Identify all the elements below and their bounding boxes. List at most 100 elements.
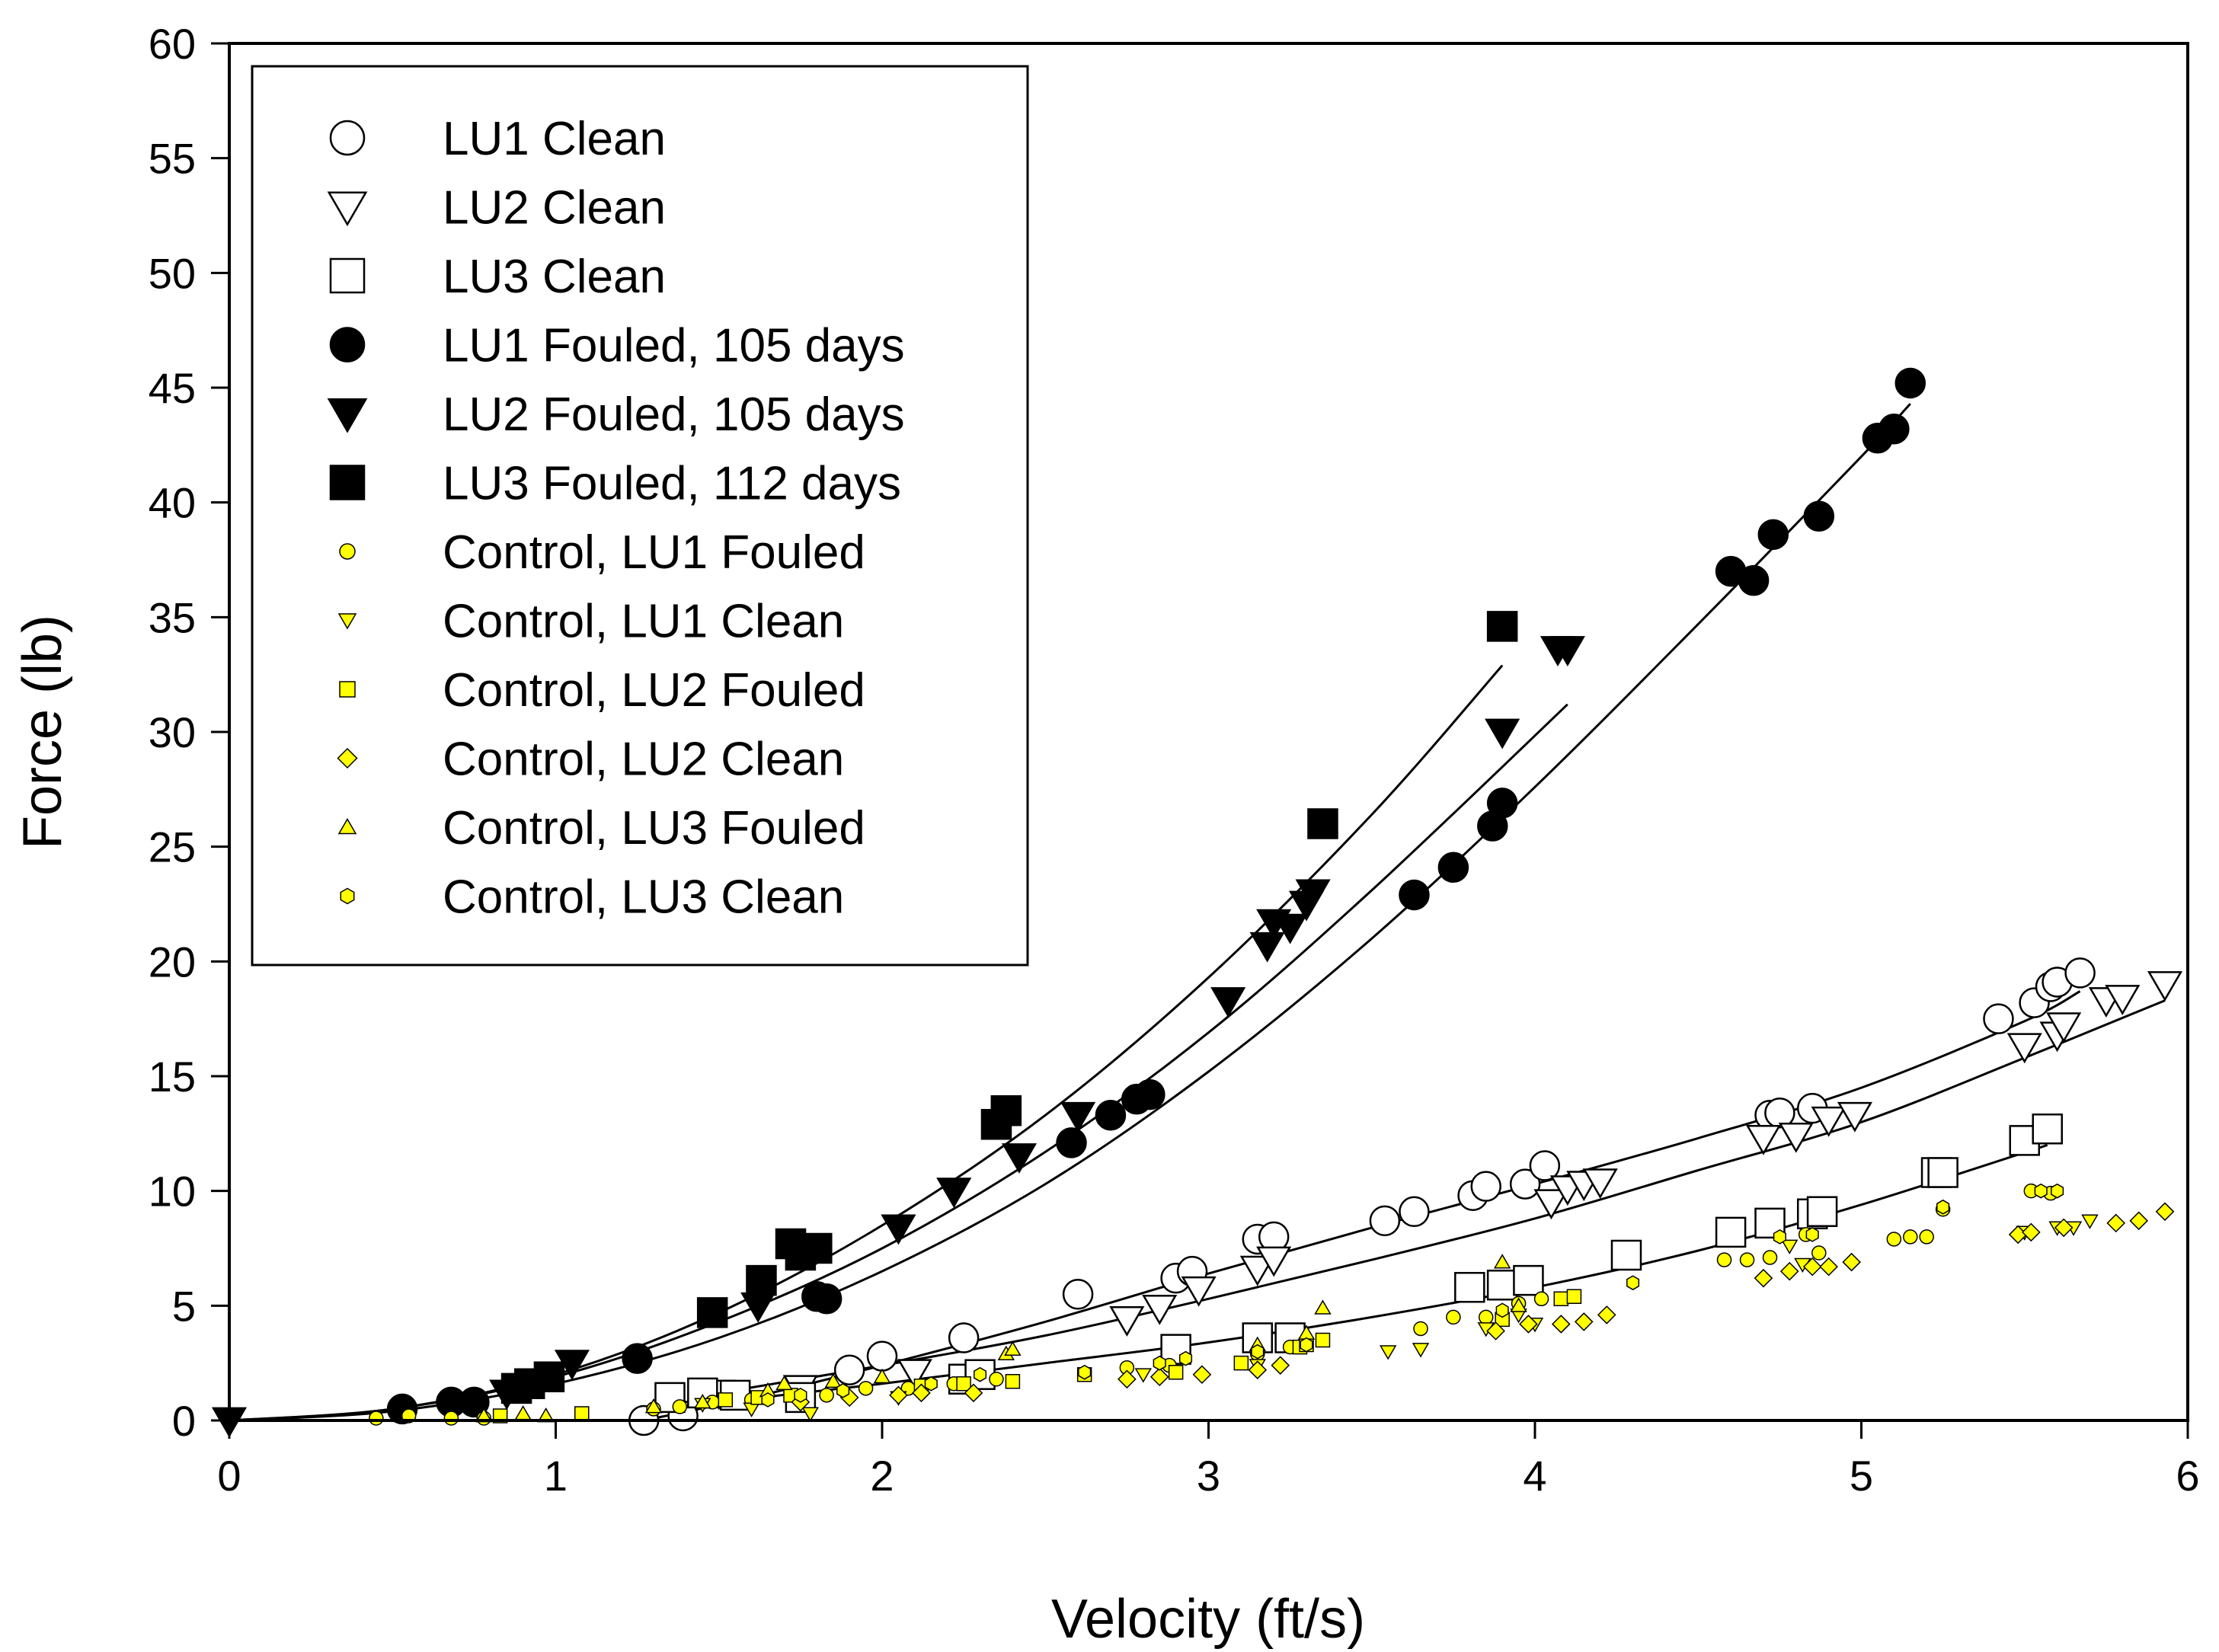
data-point — [1478, 1309, 1494, 1325]
data-point — [1495, 1302, 1509, 1318]
data-point — [1936, 1199, 1950, 1215]
data-point — [1553, 1291, 1569, 1307]
data-point — [1251, 1344, 1265, 1360]
data-points — [211, 367, 2183, 1438]
data-point — [989, 1372, 1004, 1387]
data-point — [866, 1340, 898, 1372]
data-point — [1307, 808, 1338, 839]
data-point — [1894, 367, 1926, 399]
data-point — [858, 1381, 874, 1396]
series-lu3-fouled-112-days — [500, 611, 1518, 1404]
data-point — [1811, 1245, 1827, 1261]
legend-marker — [329, 257, 366, 294]
data-point — [836, 1382, 850, 1398]
data-point — [948, 1322, 980, 1353]
legend-box — [251, 65, 1029, 967]
y-tick-label: 60 — [149, 20, 196, 68]
data-point — [1233, 1355, 1249, 1371]
data-point — [873, 1368, 891, 1384]
data-point — [1239, 1255, 1275, 1286]
data-point — [1300, 1337, 1313, 1353]
data-point — [1399, 1196, 1430, 1228]
data-point — [1060, 1101, 1096, 1133]
data-point — [1757, 519, 1789, 551]
legend-label: LU3 Clean — [443, 251, 666, 303]
y-tick-label: 40 — [149, 479, 196, 527]
data-point — [1983, 1003, 2014, 1034]
data-point — [2006, 1033, 2042, 1064]
data-point — [1117, 1369, 1137, 1389]
data-point — [2032, 1114, 2063, 1145]
data-point — [2129, 1211, 2149, 1231]
data-point — [1168, 1364, 1184, 1380]
data-point — [964, 1383, 983, 1403]
x-tick-label: 3 — [1197, 1452, 1220, 1500]
data-point — [1248, 1360, 1268, 1380]
legend-label: LU1 Fouled, 105 days — [443, 320, 905, 372]
data-point — [369, 1411, 384, 1426]
x-tick-label: 4 — [1523, 1452, 1546, 1500]
legend-label: Control, LU2 Fouled — [443, 664, 865, 717]
data-point — [1842, 1252, 1861, 1272]
data-point — [1762, 1250, 1778, 1265]
data-point — [801, 1407, 819, 1422]
data-point — [1626, 1275, 1640, 1291]
data-point — [622, 1343, 653, 1374]
data-point — [2147, 971, 2183, 1002]
data-point — [1413, 1321, 1428, 1337]
legend-label: LU1 Clean — [443, 113, 666, 165]
data-point — [819, 1388, 834, 1403]
data-point — [936, 1177, 972, 1209]
legend-marker — [329, 465, 366, 500]
data-point — [1005, 1374, 1021, 1389]
legend-marker — [329, 120, 366, 156]
data-point — [2081, 1214, 2099, 1229]
data-point — [459, 1386, 490, 1418]
data-point — [1181, 1276, 1217, 1307]
data-point — [1095, 1099, 1127, 1131]
data-point — [1510, 1297, 1527, 1312]
data-point — [974, 1366, 987, 1382]
x-tick-label: 1 — [544, 1452, 568, 1500]
data-point — [1109, 1306, 1145, 1337]
data-point — [1004, 1340, 1022, 1356]
x-tick-label: 2 — [870, 1452, 894, 1500]
data-point — [1519, 1315, 1538, 1334]
data-point — [1178, 1350, 1193, 1366]
data-point — [1886, 1232, 1902, 1247]
data-point — [1142, 1294, 1178, 1325]
data-point — [1566, 1289, 1582, 1305]
data-point — [1549, 636, 1585, 666]
y-tick-label: 30 — [149, 708, 196, 756]
data-point — [1001, 1143, 1038, 1174]
y-tick-label: 50 — [149, 249, 196, 297]
legend-label: Control, LU1 Clean — [443, 596, 844, 648]
data-point — [1803, 500, 1835, 532]
data-point — [443, 1411, 459, 1426]
data-point — [1903, 1229, 1918, 1245]
legend-marker — [339, 543, 356, 560]
data-point — [1811, 1106, 1847, 1137]
data-point — [1927, 1157, 1958, 1188]
legend-marker — [340, 887, 355, 905]
data-point — [1754, 1268, 1773, 1288]
series-control-lu3-clean — [761, 1183, 2064, 1408]
data-point — [833, 1354, 865, 1385]
y-tick-label: 55 — [149, 135, 196, 183]
data-point — [1819, 1257, 1838, 1277]
data-point — [1379, 1345, 1397, 1360]
data-point — [811, 1283, 843, 1315]
data-point — [1837, 1101, 1872, 1133]
data-point — [2155, 1202, 2175, 1222]
data-point — [1192, 1365, 1212, 1385]
data-point — [1574, 1312, 1594, 1331]
data-point — [1454, 1271, 1485, 1303]
data-point — [761, 1392, 775, 1408]
data-point — [1149, 1367, 1169, 1387]
y-tick-label: 5 — [172, 1282, 196, 1330]
data-point — [1485, 718, 1520, 749]
data-point — [775, 1375, 793, 1391]
data-point — [1134, 1368, 1153, 1383]
y-tick-label: 10 — [149, 1168, 196, 1216]
